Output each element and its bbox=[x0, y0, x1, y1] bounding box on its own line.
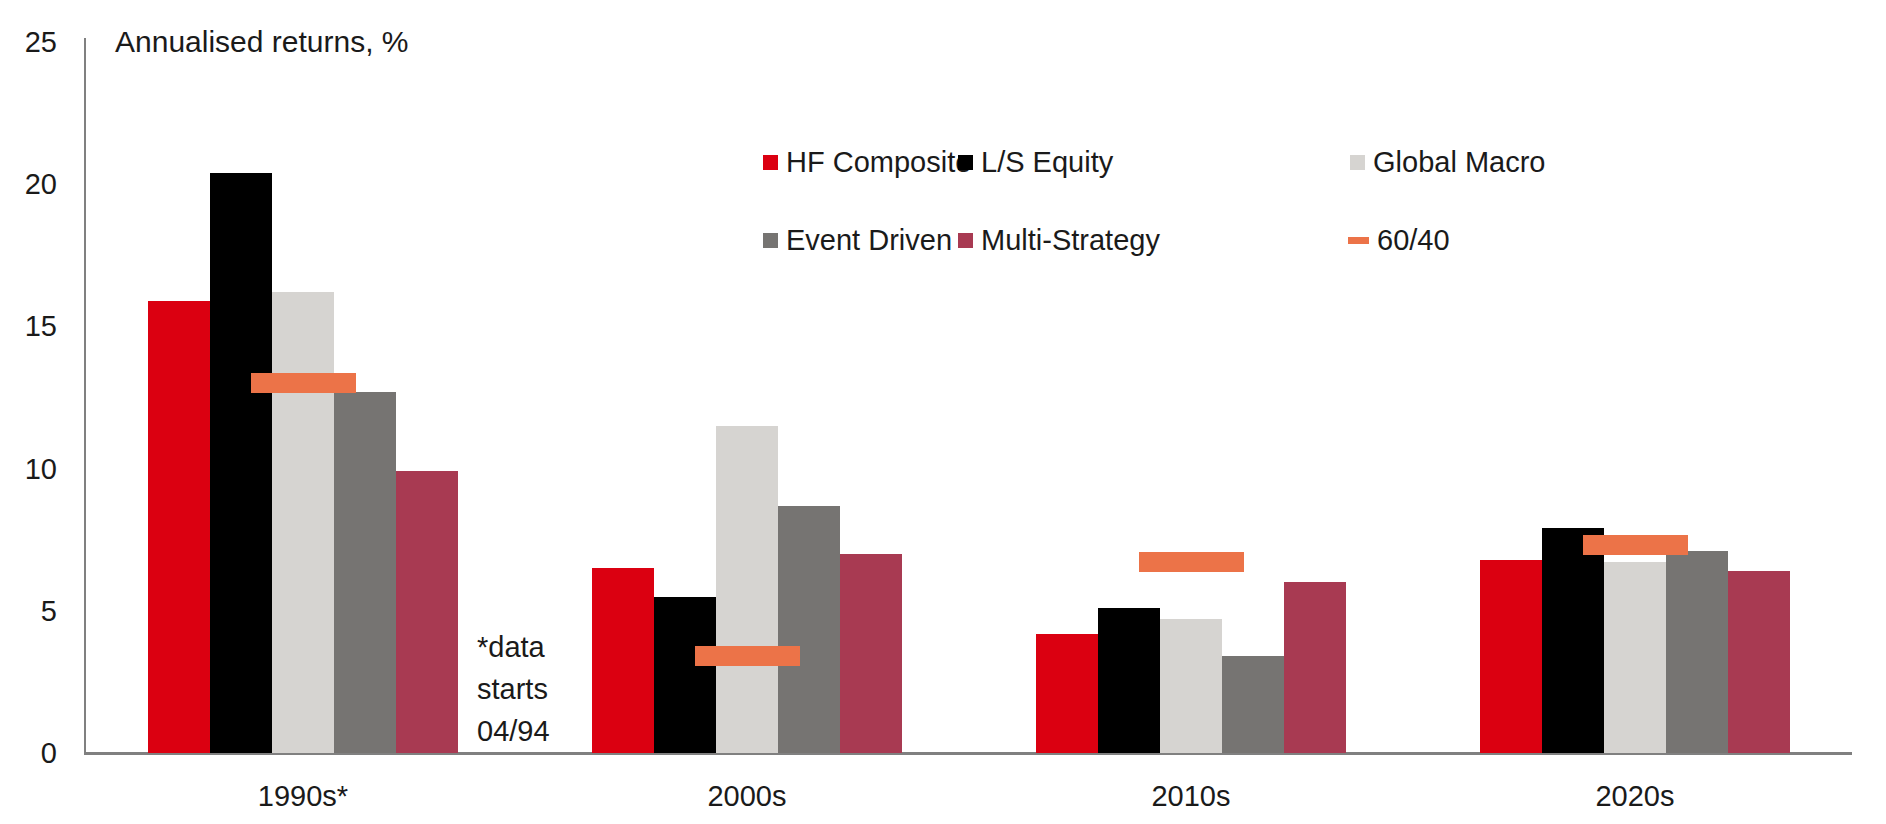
footnote-data-starts: *data starts 04/94 bbox=[477, 626, 550, 752]
bar-hf-composite-1990s bbox=[148, 301, 210, 753]
x-category-label-2010s: 2010s bbox=[1081, 778, 1301, 814]
footnote-line: 04/94 bbox=[477, 710, 550, 752]
bar-hf-composite-2010s bbox=[1036, 634, 1098, 753]
y-tick-label-15: 15 bbox=[0, 310, 57, 342]
x-category-label-2000s: 2000s bbox=[637, 778, 857, 814]
y-tick-label-0: 0 bbox=[0, 737, 57, 769]
legend-item-hf-composite: HF Composite bbox=[763, 146, 971, 178]
marker-60-40-2010s bbox=[1139, 552, 1244, 572]
bar-l-s-equity-2010s bbox=[1098, 608, 1160, 753]
legend-item-60-40: 60/40 bbox=[1348, 224, 1450, 256]
legend-swatch-ls-equity-icon bbox=[958, 155, 973, 170]
bar-event-driven-2000s bbox=[778, 506, 840, 753]
y-tick-label-20: 20 bbox=[0, 168, 57, 200]
legend-swatch-hf-composite-icon bbox=[763, 155, 778, 170]
legend-item-event-driven: Event Driven bbox=[763, 224, 952, 256]
legend-swatch-event-driven-icon bbox=[763, 233, 778, 248]
marker-60-40-2020s bbox=[1583, 535, 1688, 555]
bar-multi-strategy-2000s bbox=[840, 554, 902, 753]
x-category-label-1990s: 1990s* bbox=[193, 778, 413, 814]
marker-60-40-2000s bbox=[695, 646, 800, 666]
legend-swatch-multi-strategy-icon bbox=[958, 233, 973, 248]
footnote-line: *data bbox=[477, 626, 550, 668]
bar-hf-composite-2020s bbox=[1480, 560, 1542, 753]
footnote-line: starts bbox=[477, 668, 550, 710]
y-tick-label-5: 5 bbox=[0, 595, 57, 627]
legend-dash-60-40-icon bbox=[1348, 237, 1369, 244]
legend-label-60-40: 60/40 bbox=[1377, 224, 1450, 256]
bar-global-macro-1990s bbox=[272, 292, 334, 753]
legend-swatch-global-macro-icon bbox=[1350, 155, 1365, 170]
marker-60-40-1990s bbox=[251, 373, 356, 393]
bar-multi-strategy-2010s bbox=[1284, 582, 1346, 753]
bar-multi-strategy-1990s bbox=[396, 471, 458, 753]
bar-global-macro-2000s bbox=[716, 426, 778, 753]
bar-l-s-equity-2020s bbox=[1542, 528, 1604, 753]
legend-label-global-macro: Global Macro bbox=[1373, 146, 1545, 178]
legend-item-multi-strategy: Multi-Strategy bbox=[958, 224, 1160, 256]
bar-chart: Annualised returns, % 25 20 15 10 5 0 HF Comp… bbox=[0, 0, 1886, 824]
bar-multi-strategy-2020s bbox=[1728, 571, 1790, 753]
y-tick-label-25: 25 bbox=[0, 26, 57, 58]
legend-label-event-driven: Event Driven bbox=[786, 224, 952, 256]
bar-hf-composite-2000s bbox=[592, 568, 654, 753]
legend-label-ls-equity: L/S Equity bbox=[981, 146, 1113, 178]
bar-event-driven-1990s bbox=[334, 392, 396, 753]
bar-global-macro-2010s bbox=[1160, 619, 1222, 753]
bar-l-s-equity-1990s bbox=[210, 173, 272, 753]
x-category-label-2020s: 2020s bbox=[1525, 778, 1745, 814]
bar-event-driven-2020s bbox=[1666, 551, 1728, 753]
legend-item-ls-equity: L/S Equity bbox=[958, 146, 1113, 178]
legend-item-global-macro: Global Macro bbox=[1350, 146, 1545, 178]
legend-label-hf-composite: HF Composite bbox=[786, 146, 971, 178]
bar-global-macro-2020s bbox=[1604, 562, 1666, 753]
legend-label-multi-strategy: Multi-Strategy bbox=[981, 224, 1160, 256]
bar-event-driven-2010s bbox=[1222, 656, 1284, 753]
bar-l-s-equity-2000s bbox=[654, 597, 716, 753]
y-axis-line bbox=[84, 38, 86, 755]
y-tick-label-10: 10 bbox=[0, 453, 57, 485]
chart-title: Annualised returns, % bbox=[115, 26, 409, 58]
